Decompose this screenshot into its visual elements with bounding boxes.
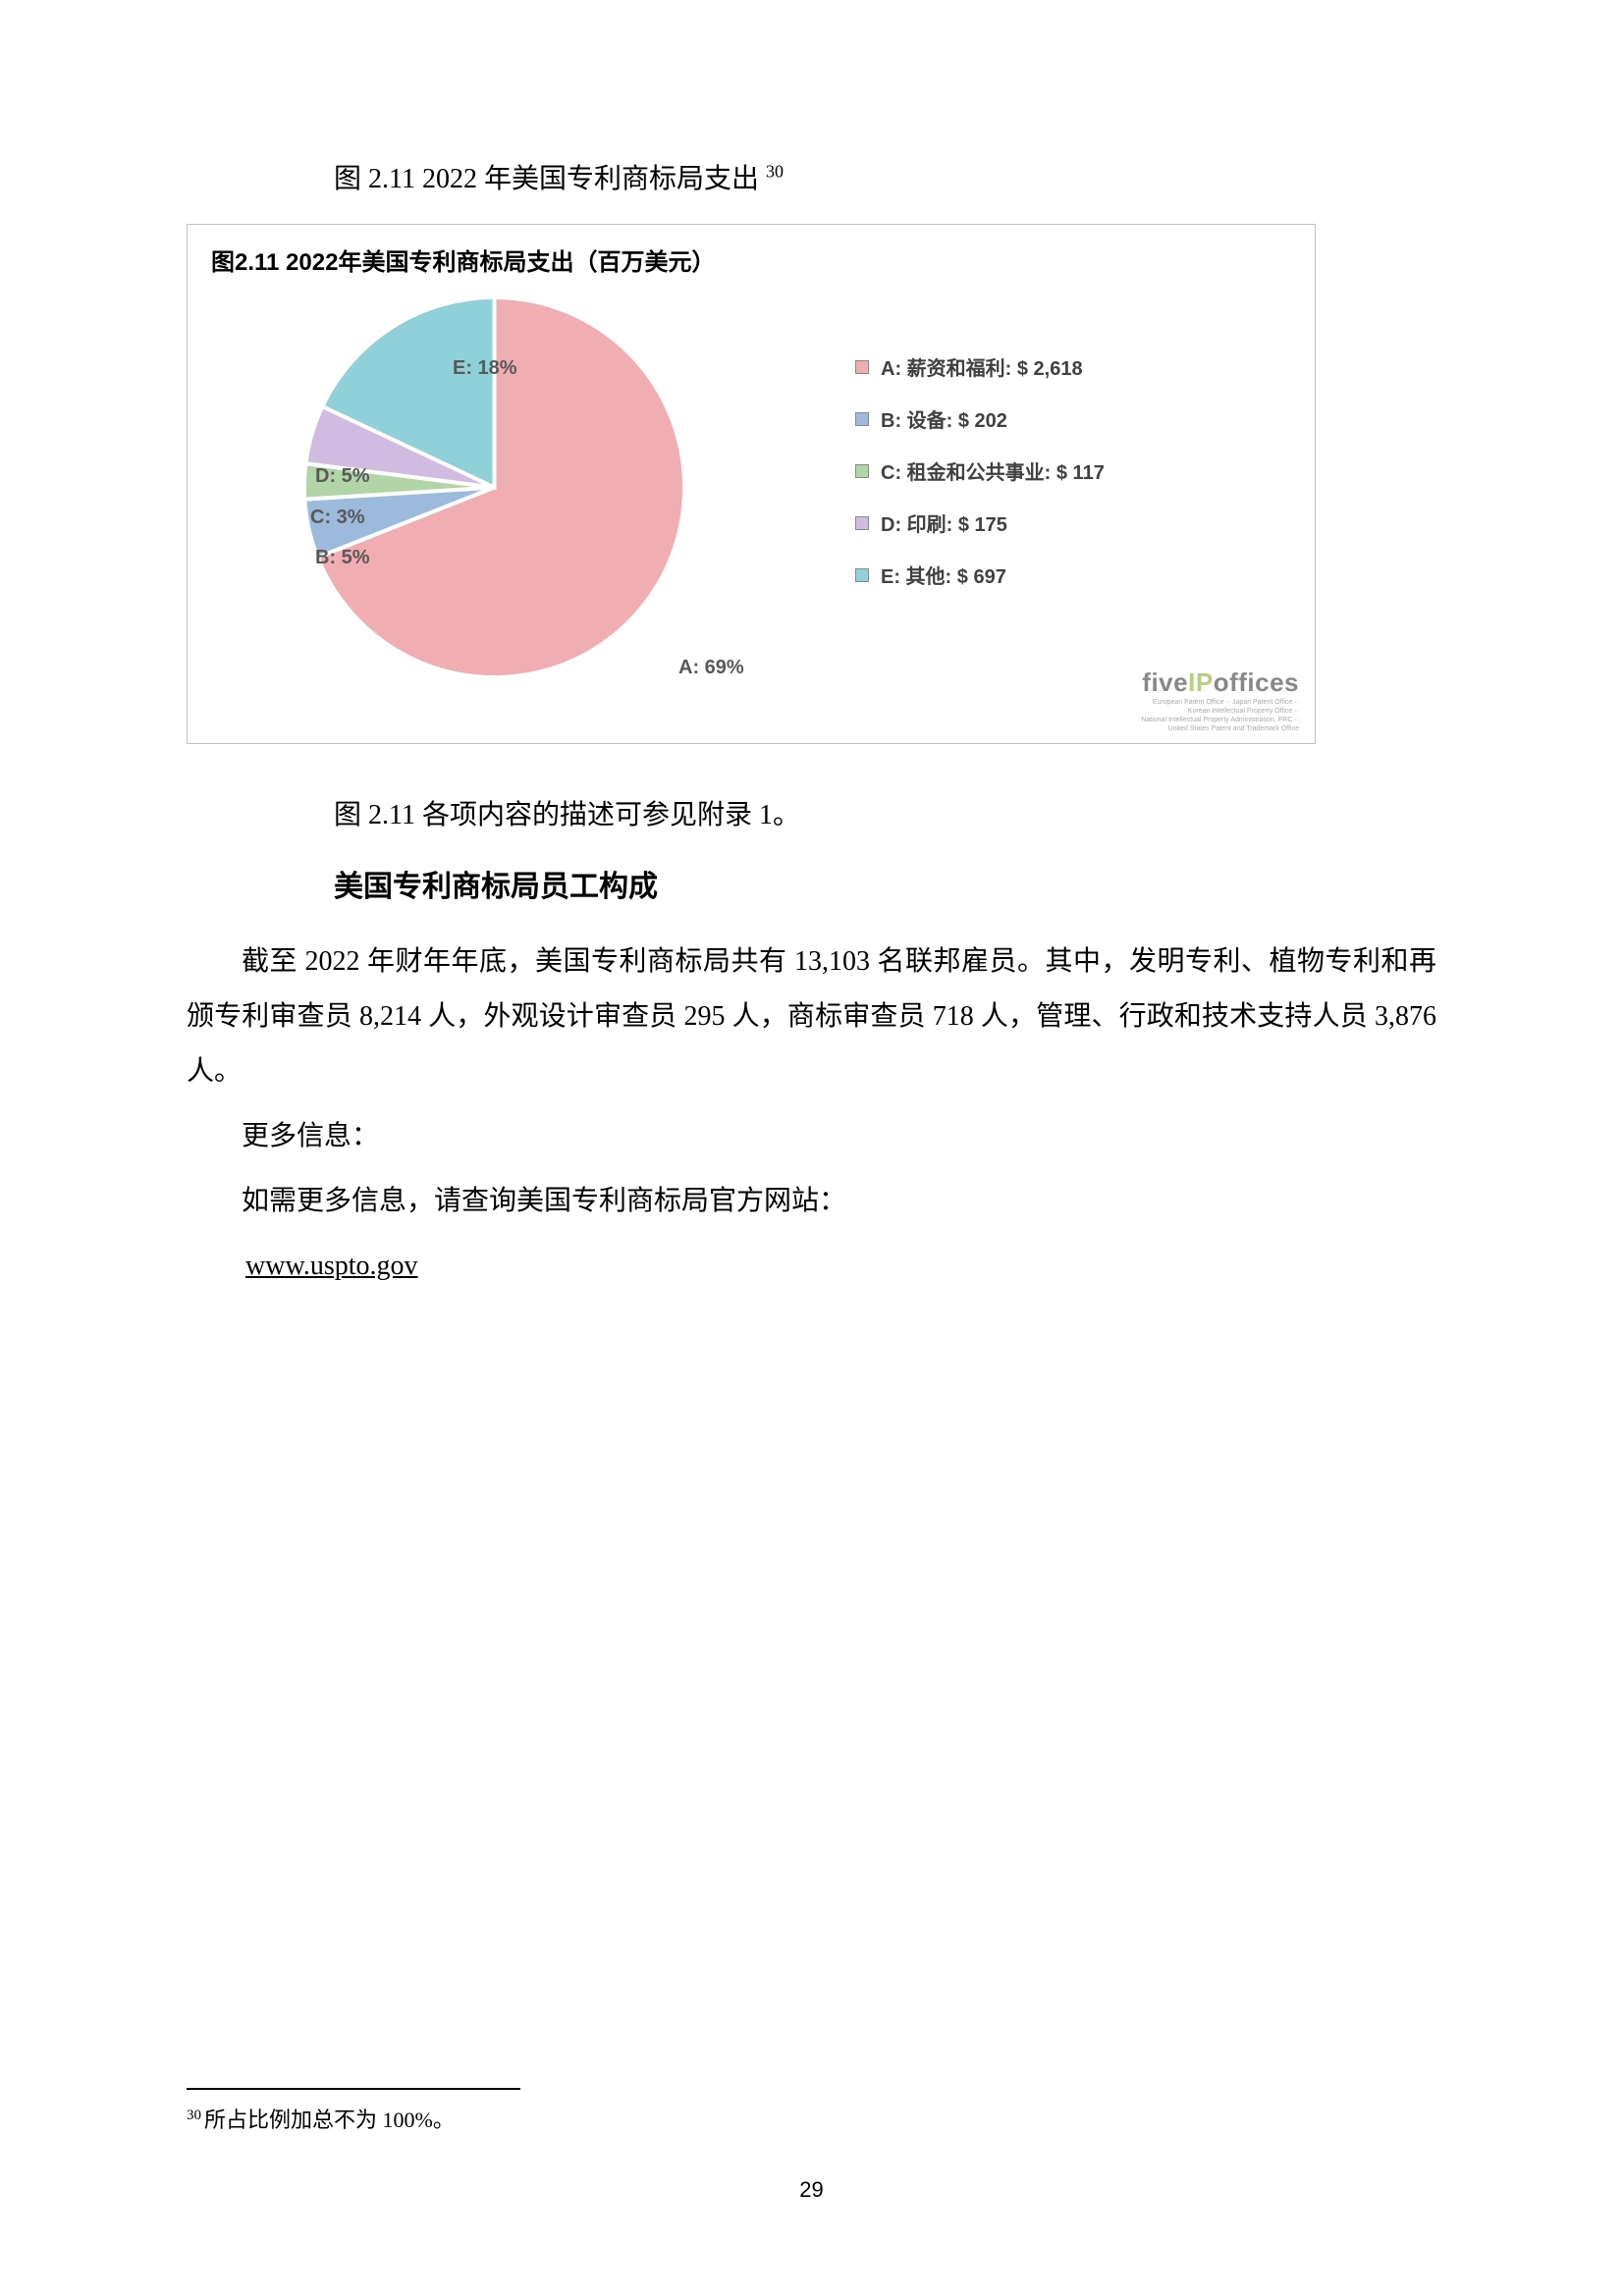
footnote-rule bbox=[187, 2088, 520, 2090]
footnote-sup: 30 bbox=[187, 2108, 201, 2123]
pie-chart-container: 图2.11 2022年美国专利商标局支出（百万美元） A: 69% B: 5% C:… bbox=[187, 224, 1316, 744]
paragraph-3: 如需更多信息，请查询美国专利商标局官方网站： bbox=[187, 1174, 1436, 1229]
slice-label-d: D: 5% bbox=[315, 465, 370, 488]
footnote: 30所占比例加总不为 100%。 bbox=[187, 2103, 455, 2134]
logo-subline: Korean Intellectual Property Office ·· bbox=[1141, 707, 1299, 716]
logo-prefix: five bbox=[1142, 667, 1188, 697]
legend-row-3: D: 印刷: $ 175 bbox=[855, 508, 1105, 537]
page-number: 29 bbox=[0, 2177, 1623, 2203]
section-heading: 美国专利商标局员工构成 bbox=[334, 862, 1436, 905]
legend-label: E: 其他: $ 697 bbox=[881, 561, 1006, 589]
legend-swatch bbox=[855, 412, 869, 426]
logo-subline: European Patent Office ·· Japan Patent O… bbox=[1141, 698, 1299, 707]
uspto-link[interactable]: www.uspto.gov bbox=[245, 1251, 418, 1281]
logo-suffix: offices bbox=[1214, 667, 1299, 697]
pie-chart: A: 69%B: 5%C: 3%D: 5%E: 18% bbox=[300, 294, 688, 681]
logo-text: fiveIPoffices bbox=[1141, 667, 1299, 698]
legend-swatch bbox=[855, 464, 869, 478]
chart-legend: A: 薪资和福利: $ 2,618 B: 设备: $ 202 C: 租金和公共事业:… bbox=[855, 352, 1105, 613]
figure-caption: 图 2.11 2022 年美国专利商标局支出 30 bbox=[334, 157, 1436, 196]
legend-swatch bbox=[855, 516, 869, 530]
legend-label: D: 印刷: $ 175 bbox=[881, 508, 1007, 537]
slice-label-b: B: 5% bbox=[315, 547, 370, 569]
slice-label-c: C: 3% bbox=[310, 507, 365, 529]
legend-row-4: E: 其他: $ 697 bbox=[855, 561, 1105, 589]
logo-sublines: European Patent Office ·· Japan Patent O… bbox=[1141, 698, 1299, 733]
logo-mid: IP bbox=[1188, 667, 1214, 697]
logo-block: fiveIPoffices European Patent Office ·· … bbox=[1141, 667, 1299, 733]
slice-label-e: E: 18% bbox=[453, 357, 517, 380]
legend-row-0: A: 薪资和福利: $ 2,618 bbox=[855, 352, 1105, 381]
chart-title: 图2.11 2022年美国专利商标局支出（百万美元） bbox=[211, 242, 715, 277]
sub-caption: 图 2.11 各项内容的描述可参见附录 1。 bbox=[334, 793, 1436, 832]
legend-label: C: 租金和公共事业: $ 117 bbox=[881, 456, 1105, 485]
logo-subline: United States Patent and Trademark Offic… bbox=[1141, 724, 1299, 733]
caption-text: 图 2.11 2022 年美国专利商标局支出 bbox=[334, 164, 766, 194]
logo-subline: National Intellectual Property Administr… bbox=[1141, 716, 1299, 724]
paragraph-1: 截至 2022 年财年年底，美国专利商标局共有 13,103 名联邦雇员。其中，… bbox=[187, 934, 1436, 1099]
paragraph-2: 更多信息： bbox=[187, 1109, 1436, 1164]
legend-swatch bbox=[855, 568, 869, 582]
legend-label: B: 设备: $ 202 bbox=[881, 404, 1007, 433]
legend-row-2: C: 租金和公共事业: $ 117 bbox=[855, 456, 1105, 485]
footnote-text: 所占比例加总不为 100%。 bbox=[204, 2108, 455, 2132]
caption-sup: 30 bbox=[766, 162, 784, 182]
legend-label: A: 薪资和福利: $ 2,618 bbox=[881, 352, 1083, 381]
legend-swatch bbox=[855, 360, 869, 374]
slice-label-a: A: 69% bbox=[678, 657, 744, 679]
legend-row-1: B: 设备: $ 202 bbox=[855, 404, 1105, 433]
